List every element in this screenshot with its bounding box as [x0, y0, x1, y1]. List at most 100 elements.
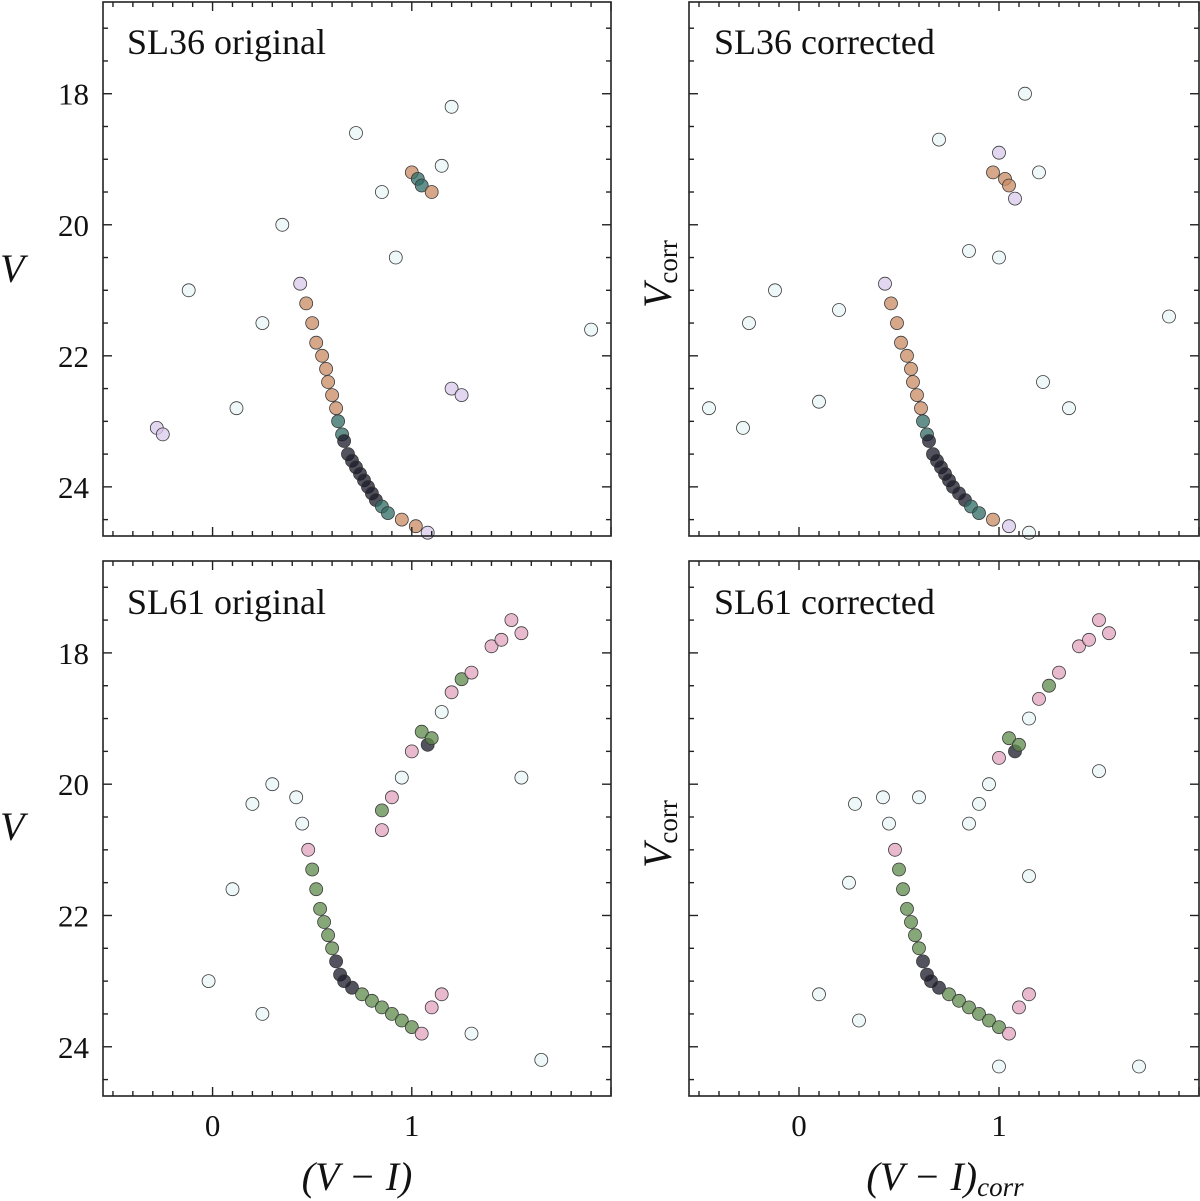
data-point: [892, 862, 906, 877]
data-point: [434, 705, 449, 719]
data-point: [1092, 764, 1106, 778]
data-point: [878, 276, 892, 291]
points-sl61-corrected: [812, 613, 1146, 1074]
xlabel-sl61-original: (V − I): [302, 1154, 413, 1199]
data-point: [380, 506, 395, 520]
data-point: [321, 375, 336, 389]
data-point: [408, 519, 423, 534]
data-point: [1002, 731, 1016, 746]
data-point: [321, 928, 336, 943]
data-point: [1012, 1000, 1026, 1015]
data-point: [444, 381, 459, 396]
data-point: [388, 250, 403, 265]
data-point: [904, 915, 918, 929]
data-point: [1082, 632, 1096, 647]
y-tick-label: 20: [58, 208, 89, 243]
data-point: [1018, 86, 1032, 101]
data-point: [424, 1000, 439, 1015]
data-point: [884, 296, 898, 311]
data-point: [992, 751, 1006, 765]
data-point: [832, 303, 846, 317]
frame-sl61-original: [102, 560, 612, 1097]
data-point: [1042, 678, 1056, 693]
data-point: [484, 639, 499, 654]
data-point: [900, 348, 914, 363]
data-point: [1032, 165, 1046, 180]
data-point: [504, 613, 519, 627]
data-point: [972, 1007, 986, 1021]
data-point: [374, 803, 389, 818]
ticks-sl36-original: 18 20 22 24: [58, 2, 612, 536]
data-point: [1162, 309, 1176, 324]
ylabel-sl61-original: V: [0, 804, 29, 849]
data-point: [916, 954, 930, 969]
data-point: [315, 348, 330, 363]
data-point: [325, 388, 340, 403]
data-point: [454, 388, 469, 403]
ticks-sl61-original: 18 20 22 24 0 1: [58, 561, 612, 1143]
data-point: [331, 414, 346, 429]
title-sl61-corrected: SL61 corrected: [714, 582, 935, 622]
data-point: [384, 790, 399, 805]
data-point: [374, 1000, 389, 1015]
data-point: [1062, 401, 1076, 416]
data-point: [932, 980, 946, 995]
data-point: [986, 512, 1000, 527]
ticks-sl36-corrected: [689, 2, 1200, 536]
data-point: [301, 842, 316, 857]
data-point: [1002, 519, 1016, 534]
data-point: [852, 1013, 866, 1028]
data-point: [1092, 613, 1106, 627]
data-point: [900, 902, 914, 916]
data-point: [768, 283, 782, 298]
data-point: [1002, 1026, 1016, 1041]
data-point: [424, 731, 439, 746]
panel-sl61-original: 18 20 22 24 0 1 SL61 original V (V − I): [0, 560, 612, 1199]
panel-sl36-corrected: SL36 corrected Vcorr: [635, 1, 1200, 540]
data-point: [962, 1000, 976, 1015]
data-point: [1022, 987, 1036, 1002]
data-point: [414, 724, 429, 739]
data-point: [444, 99, 459, 114]
title-sl36-original: SL36 original: [127, 22, 326, 62]
ylabel-sl61-corrected: Vcorr: [635, 800, 683, 868]
data-point: [992, 1059, 1006, 1074]
data-point: [1072, 639, 1086, 654]
x-tick-label: 0: [205, 1108, 221, 1143]
y-tick-label: 18: [58, 77, 89, 112]
data-point: [255, 316, 270, 331]
data-point: [952, 993, 966, 1008]
data-point: [155, 427, 170, 442]
points-sl61-original: [201, 613, 549, 1067]
x-tick-label: 1: [404, 1108, 420, 1143]
data-point: [812, 394, 826, 409]
data-point: [317, 915, 332, 929]
data-point: [876, 790, 890, 805]
data-point: [986, 165, 1000, 180]
data-point: [464, 1026, 479, 1041]
data-point: [1022, 525, 1036, 540]
data-point: [1132, 1059, 1146, 1074]
x-tick-label: 0: [791, 1108, 807, 1143]
data-point: [1012, 737, 1026, 752]
data-point: [404, 1020, 419, 1034]
frame-sl36-original: [102, 1, 612, 537]
data-point: [1008, 191, 1022, 206]
data-point: [454, 672, 469, 687]
data-point: [229, 401, 244, 416]
data-point: [299, 296, 314, 311]
data-point: [265, 777, 280, 792]
data-point: [982, 777, 996, 792]
title-sl61-original: SL61 original: [127, 582, 326, 622]
data-point: [882, 816, 896, 831]
data-point: [255, 1007, 270, 1021]
data-point: [305, 316, 320, 331]
data-point: [1022, 869, 1036, 883]
data-point: [349, 126, 363, 140]
data-point: [275, 217, 290, 232]
data-point: [295, 816, 310, 831]
data-point: [394, 770, 409, 785]
data-point: [329, 401, 344, 416]
y-tick-label: 24: [58, 1030, 90, 1065]
